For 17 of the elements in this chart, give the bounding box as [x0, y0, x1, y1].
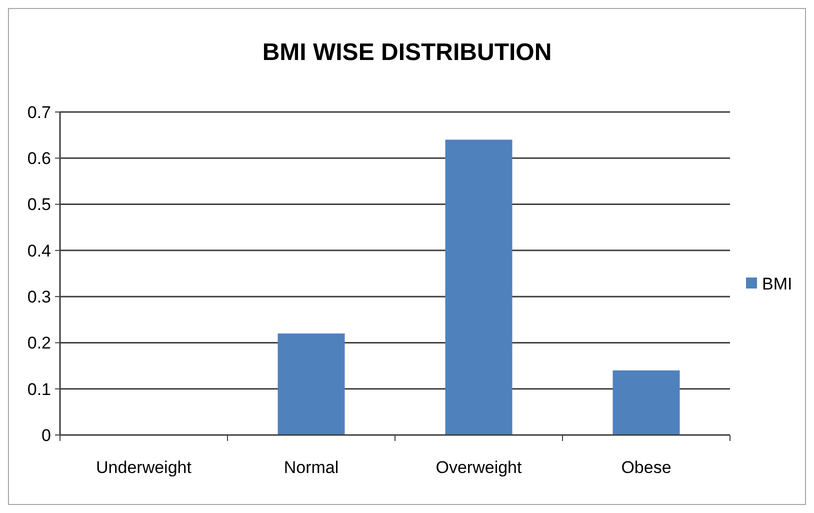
bar [278, 333, 345, 435]
bar [445, 140, 512, 435]
y-tick-label: 0.5 [27, 195, 51, 214]
x-tick-label: Overweight [436, 458, 522, 477]
x-tick-label: Normal [284, 458, 339, 477]
x-tick-label: Obese [621, 458, 672, 477]
y-tick-label: 0.2 [27, 334, 51, 353]
y-tick-label: 0.4 [27, 241, 51, 260]
y-tick-label: 0.1 [27, 380, 51, 399]
chart-title: BMI WISE DISTRIBUTION [262, 39, 552, 66]
bar [612, 370, 680, 435]
legend-label: BMI [762, 274, 792, 294]
y-tick-label: 0.3 [27, 288, 51, 307]
x-tick-label: Underweight [96, 458, 192, 477]
y-tick-label: 0.7 [27, 102, 51, 122]
y-tick-label: 0.6 [27, 149, 51, 168]
y-tick-label: 0 [42, 426, 51, 445]
